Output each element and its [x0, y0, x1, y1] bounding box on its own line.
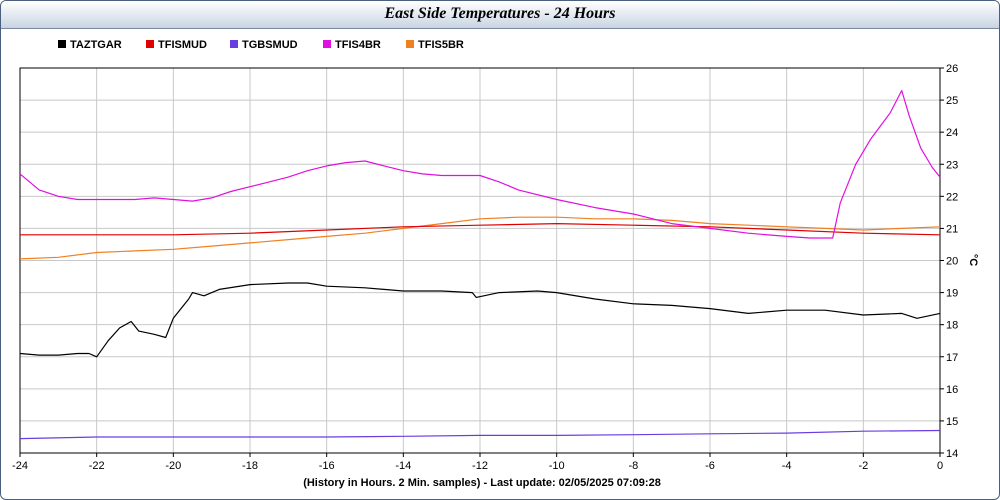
- chart-title: East Side Temperatures - 24 Hours: [384, 5, 616, 22]
- title-bar: East Side Temperatures - 24 Hours: [1, 1, 999, 29]
- y-tick-label: 20: [946, 256, 958, 268]
- y-tick-label: 26: [946, 63, 958, 75]
- legend-item-taztgar: TAZTGAR: [58, 39, 122, 51]
- legend-label: TAZTGAR: [70, 39, 122, 51]
- grid-lines: [19, 67, 941, 454]
- series-line-tfis5br: [19, 216, 941, 260]
- y-tick-label: 14: [946, 448, 958, 460]
- x-tick-label: -8: [628, 460, 638, 472]
- legend: TAZTGAR TFISMUD TGBSMUD TFIS4BR TFIS5BR: [58, 39, 464, 51]
- series-line-tfismud: [20, 223, 941, 236]
- y-tick-label: 25: [946, 95, 958, 107]
- legend-label: TFIS4BR: [335, 39, 381, 51]
- x-axis-label: (History in Hours. 2 Min. samples) - Las…: [303, 477, 661, 489]
- legend-item-tgbsmud: TGBSMUD: [230, 39, 298, 51]
- y-axis-label: °C: [967, 254, 979, 266]
- x-axis: -24 -22 -20 -18 -16 -14 -12 -10 -8 -6 -4 -2 0: [12, 453, 943, 472]
- x-tick-label: -18: [242, 460, 258, 472]
- legend-swatch: [230, 40, 238, 48]
- y-tick-label: 23: [946, 159, 958, 171]
- legend-label: TFIS5BR: [418, 39, 464, 51]
- x-tick-label: -16: [319, 460, 335, 472]
- legend-label: TFISMUD: [158, 39, 207, 51]
- y-tick-label: 22: [946, 191, 958, 203]
- series-line-tfis4br: [19, 89, 941, 239]
- series-line-taztgar: [19, 282, 941, 358]
- series-line-tgbsmud: [19, 429, 941, 440]
- y-tick-label: 19: [946, 288, 958, 300]
- y-tick-label: 16: [946, 384, 958, 396]
- x-tick-label: -24: [12, 460, 28, 472]
- legend-swatch: [58, 40, 66, 48]
- legend-swatch: [323, 40, 331, 48]
- y-tick-label: 21: [946, 223, 958, 235]
- series-lines: [19, 89, 941, 440]
- y-tick-label: 24: [946, 127, 958, 139]
- x-tick-label: -10: [549, 460, 565, 472]
- y-tick-label: 15: [946, 416, 958, 428]
- legend-item-tfis5br: TFIS5BR: [406, 39, 464, 51]
- x-tick-label: -6: [705, 460, 715, 472]
- legend-item-tfismud: TFISMUD: [146, 39, 207, 51]
- x-tick-label: -14: [395, 460, 411, 472]
- x-tick-label: -22: [89, 460, 105, 472]
- legend-swatch: [146, 40, 154, 48]
- x-tick-label: 0: [937, 460, 943, 472]
- x-tick-label: -20: [165, 460, 181, 472]
- legend-swatch: [406, 40, 414, 48]
- legend-item-tfis4br: TFIS4BR: [323, 39, 381, 51]
- x-tick-label: -12: [472, 460, 488, 472]
- y-axis: 14 15 16 17 18 19 20 21 22 23 24 25 26: [940, 63, 958, 460]
- legend-label: TGBSMUD: [242, 39, 298, 51]
- x-tick-label: -2: [858, 460, 868, 472]
- x-tick-label: -4: [782, 460, 792, 472]
- y-tick-label: 17: [946, 352, 958, 364]
- y-tick-label: 18: [946, 320, 958, 332]
